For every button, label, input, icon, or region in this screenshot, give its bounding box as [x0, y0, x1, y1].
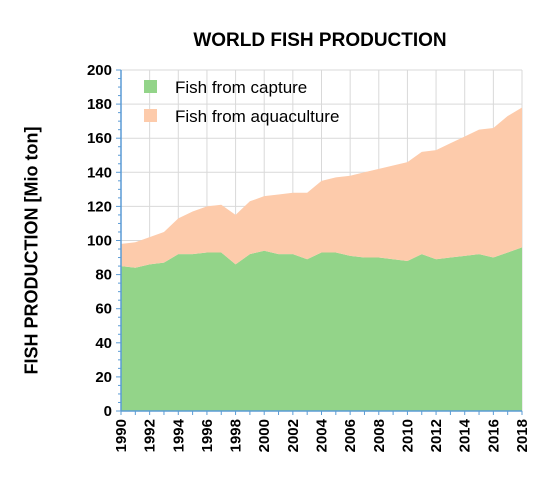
x-tick-label-2016: 2016	[485, 419, 502, 452]
x-tick-label-2018: 2018	[514, 419, 531, 452]
x-tick-label-1996: 1996	[199, 419, 216, 452]
y-tick-label-180: 180	[87, 96, 112, 113]
y-tick-labels: 0 20 40 60 80 100 120 140 160 180 200	[87, 62, 112, 420]
legend-label-fish-from-capture: Fish from capture	[175, 78, 307, 97]
legend-label-fish-from-aquaculture: Fish from aquaculture	[175, 107, 339, 126]
legend: Fish from capture Fish from aquaculture	[144, 78, 339, 126]
x-tick-label-2006: 2006	[342, 419, 359, 452]
x-tick-label-2010: 2010	[399, 419, 416, 452]
chart-title: WORLD FISH PRODUCTION	[193, 30, 447, 51]
axes	[116, 69, 523, 415]
x-tick-label-1994: 1994	[170, 418, 187, 452]
legend-swatch-fish-from-aquaculture	[144, 109, 157, 122]
y-tick-label-140: 140	[87, 164, 112, 181]
y-tick-label-0: 0	[104, 403, 112, 420]
x-tick-label-1990: 1990	[113, 419, 130, 452]
series-areas	[121, 107, 522, 411]
x-tick-label-2012: 2012	[428, 419, 445, 452]
series-area-fish-from-aquaculture	[121, 107, 522, 268]
y-tick-label-40: 40	[95, 335, 112, 352]
x-tick-label-2004: 2004	[314, 418, 331, 452]
y-tick-label-80: 80	[95, 267, 112, 284]
y-tick-label-200: 200	[87, 62, 112, 79]
x-tick-label-2002: 2002	[285, 419, 302, 452]
x-tick-label-1998: 1998	[228, 419, 245, 452]
y-tick-label-160: 160	[87, 130, 112, 147]
x-tick-label-2008: 2008	[371, 419, 388, 452]
y-tick-label-20: 20	[95, 369, 112, 386]
x-tick-label-2014: 2014	[457, 418, 474, 452]
x-tick-label-1992: 1992	[142, 419, 159, 452]
y-tick-label-120: 120	[87, 198, 112, 215]
y-tick-label-60: 60	[95, 301, 112, 318]
legend-swatch-fish-from-capture	[144, 80, 157, 93]
x-tick-labels: 1990 1992 1994 1996 1998 2000 2002 2004 2006 2008…	[113, 418, 531, 452]
y-tick-label-100: 100	[87, 233, 112, 250]
series-area-fish-from-capture	[121, 247, 522, 411]
x-tick-label-2000: 2000	[256, 419, 273, 452]
